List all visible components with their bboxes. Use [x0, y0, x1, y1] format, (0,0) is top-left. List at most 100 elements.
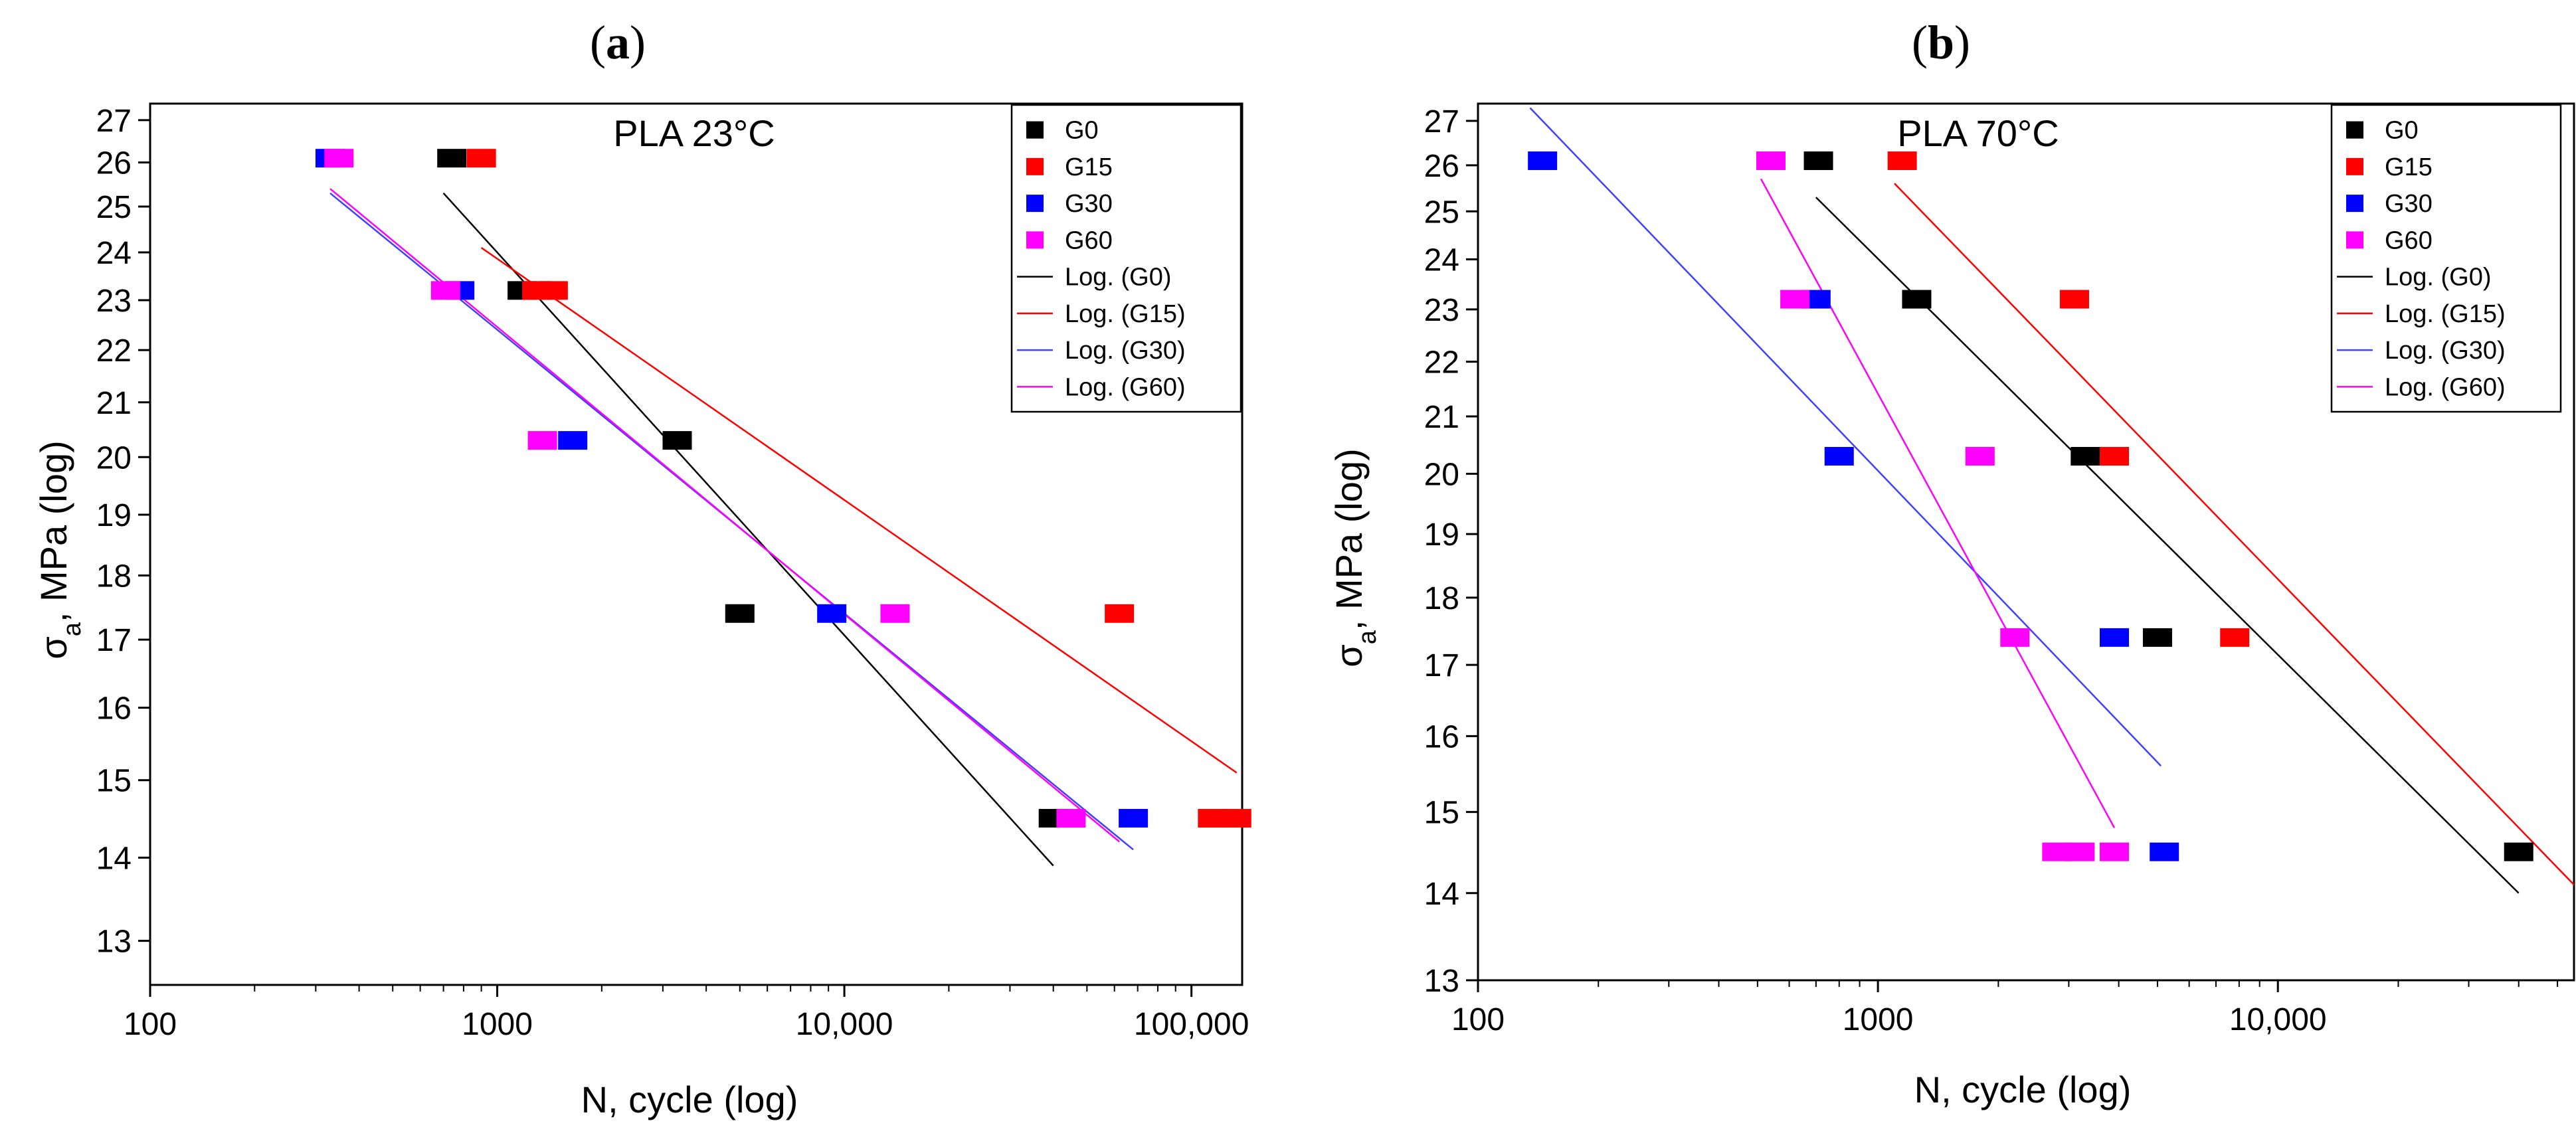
point-b-g0-3 — [2142, 628, 2172, 647]
point-a-g30-2 — [558, 431, 588, 450]
y-axis-title-b: σa, MPa (log) — [1328, 448, 1382, 667]
point-b-g30-4 — [2150, 842, 2179, 861]
y-tick-label-a-5: 18 — [96, 559, 132, 594]
x-tick-label-a-1: 1000 — [462, 1007, 533, 1042]
point-b-g0-4 — [2504, 842, 2533, 861]
y-tick-label-a-6: 19 — [96, 498, 132, 533]
x-axis-title-a: N, cycle (log) — [581, 1079, 798, 1120]
y-tick-label-b-0: 13 — [1424, 964, 1459, 999]
y-tick-label-b-4: 17 — [1424, 648, 1459, 683]
legend-label-a-logg60: Log. (G60) — [1065, 373, 1186, 401]
legend-label-a-g60: G60 — [1065, 226, 1113, 254]
point-b-g15-1 — [2059, 290, 2089, 309]
y-tick-label-b-7: 20 — [1424, 457, 1459, 492]
legend-marker-a-g30 — [1026, 195, 1044, 213]
y-tick-label-b-12: 25 — [1424, 195, 1459, 230]
legend-marker-a-g15 — [1026, 157, 1044, 175]
fit-line-b-logg15 — [1894, 183, 2574, 886]
y-tick-label-b-11: 24 — [1424, 243, 1459, 278]
point-b-g0-2 — [2070, 446, 2100, 466]
legend-marker-b-g60 — [2346, 231, 2363, 249]
y-tick-label-a-9: 22 — [96, 333, 132, 369]
point-a-g15-0 — [466, 149, 496, 168]
y-tick-label-b-3: 16 — [1424, 719, 1459, 754]
point-a-g15-5 — [1222, 809, 1251, 828]
point-b-g60-2 — [1965, 446, 1995, 466]
legend-marker-a-g60 — [1026, 231, 1044, 249]
point-b-g30-3 — [2099, 628, 2129, 647]
legend-label-b-g30: G30 — [2385, 190, 2433, 218]
point-a-g30-3 — [817, 604, 847, 623]
legend-box-b — [2330, 104, 2562, 413]
point-b-g0-1 — [1902, 290, 1932, 309]
point-b-g60-5 — [2065, 842, 2095, 861]
y-tick-label-a-13: 26 — [96, 146, 132, 181]
fit-line-b-logg30 — [1529, 107, 2162, 767]
y-tick-label-b-13: 26 — [1424, 149, 1459, 184]
legend-label-b-logg60: Log. (G60) — [2385, 373, 2506, 401]
y-tick-label-a-4: 17 — [96, 623, 132, 658]
point-b-g60-1 — [1780, 290, 1810, 309]
fit-line-b-logg0 — [1815, 197, 2520, 894]
point-b-g15-3 — [2220, 628, 2250, 647]
x-tick-label-b-0: 100 — [1451, 1002, 1505, 1037]
point-b-g0-0 — [1803, 151, 1833, 171]
plot-frame-b — [1477, 102, 2575, 982]
y-tick-label-a-14: 27 — [96, 104, 132, 139]
y-tick-label-a-3: 16 — [96, 691, 132, 727]
plot-frame-a — [149, 102, 1243, 986]
plot-area-b: 100 1000 10,000 13 14 15 16 17 18 19 20 21 22 23 24 25 2… — [1424, 102, 2575, 1037]
point-a-g60-0 — [324, 149, 354, 168]
legend-label-b-logg15: Log. (G15) — [2385, 300, 2506, 328]
panel-label-b: (b) — [1912, 16, 1970, 69]
y-tick-label-a-8: 21 — [96, 386, 132, 421]
point-b-g60-0 — [1756, 151, 1786, 171]
fit-line-a-logg0 — [442, 192, 1054, 867]
x-tick-label-b-2: 10,000 — [2229, 1002, 2327, 1037]
y-tick-label-b-1: 14 — [1424, 877, 1459, 912]
chart-title-a: PLA 23°C — [613, 112, 775, 154]
legend-label-a-g0: G0 — [1065, 117, 1099, 145]
x-tick-label-a-2: 10,000 — [796, 1007, 893, 1042]
point-b-g30-0 — [1528, 151, 1558, 171]
plot-area-a: 100 1000 10,000 100,000 13 14 15 16 17 18 19 20 21 22… — [96, 102, 1251, 1042]
point-b-g30-2 — [1824, 446, 1854, 466]
point-b-g60-3 — [2000, 628, 2030, 647]
y-tick-label-b-2: 15 — [1424, 796, 1459, 831]
y-tick-label-a-10: 23 — [96, 284, 132, 319]
y-tick-label-a-12: 25 — [96, 190, 132, 225]
point-a-g30-4 — [1119, 809, 1149, 828]
point-a-g0-0 — [437, 149, 467, 168]
legend-label-a-logg0: Log. (G0) — [1065, 264, 1172, 292]
y-tick-label-a-7: 20 — [96, 440, 132, 476]
y-tick-label-a-0: 13 — [96, 924, 132, 960]
legend-label-b-logg0: Log. (G0) — [2385, 264, 2492, 292]
point-a-g60-4 — [1056, 809, 1086, 828]
point-a-g15-3 — [1105, 604, 1135, 623]
point-a-g0-3 — [725, 604, 755, 623]
x-axis-title-b: N, cycle (log) — [1914, 1069, 2132, 1110]
legend-marker-b-g0 — [2346, 121, 2363, 139]
legend-label-a-g30: G30 — [1065, 190, 1113, 218]
y-tick-label-b-9: 22 — [1424, 345, 1459, 381]
y-tick-label-b-6: 19 — [1424, 517, 1459, 553]
legend-label-b-g0: G0 — [2385, 117, 2419, 145]
y-tick-label-b-14: 27 — [1424, 104, 1459, 139]
point-a-g0-2 — [662, 431, 692, 450]
legend-box-a — [1010, 104, 1242, 413]
y-tick-label-a-1: 14 — [96, 841, 132, 876]
point-a-g60-3 — [880, 604, 910, 623]
panel-a: (a) N, cycle (log) σa, MPa (log) 100 1000… — [33, 16, 1251, 1120]
legend-label-b-g60: G60 — [2385, 226, 2433, 254]
panel-label-a: (a) — [590, 16, 646, 69]
legend-marker-b-g30 — [2346, 195, 2363, 213]
legend-label-a-logg30: Log. (G30) — [1065, 337, 1186, 365]
y-axis-title-a: σa, MPa (log) — [33, 440, 86, 659]
x-tick-label-a-3: 100,000 — [1134, 1007, 1249, 1042]
panel-b: (b) N, cycle (log) σa, MPa (log) 100 1000… — [1328, 16, 2575, 1110]
y-tick-label-a-11: 24 — [96, 236, 132, 271]
legend-marker-b-g15 — [2346, 157, 2363, 175]
point-b-g15-2 — [2099, 446, 2129, 466]
fit-line-a-logg15 — [480, 246, 1238, 774]
x-tick-label-a-0: 100 — [124, 1007, 177, 1042]
